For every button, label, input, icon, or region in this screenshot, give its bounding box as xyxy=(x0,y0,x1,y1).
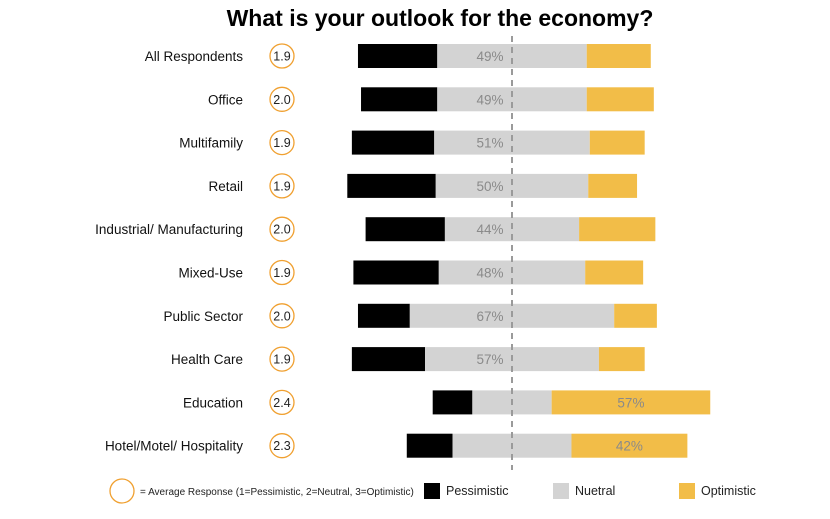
legend-avg-note: = Average Response (1=Pessimistic, 2=Neu… xyxy=(140,487,414,498)
bar-optimistic-retail xyxy=(588,173,638,198)
data-label-hotel-motel-hospitality: 42% xyxy=(616,439,643,454)
avg-circle-multifamily xyxy=(269,129,295,156)
category-label-education: Education xyxy=(183,395,243,410)
avg-value-public-sector: 2.0 xyxy=(273,309,290,323)
bar-pessimistic-all-respondents xyxy=(357,44,438,68)
data-label-multifamily: 51% xyxy=(476,136,503,151)
legend: = Average Response (1=Pessimistic, 2=Neu… xyxy=(109,478,756,504)
avg-value-mixed-use: 1.9 xyxy=(273,266,290,280)
bar-optimistic-mixed-use xyxy=(585,260,644,285)
bar-pessimistic-multifamily xyxy=(351,130,435,155)
bar-optimistic-public-sector xyxy=(614,303,657,328)
avg-value-education: 2.4 xyxy=(273,396,290,410)
avg-circle-mixed-use xyxy=(269,259,295,286)
avg-circle-office xyxy=(269,86,295,112)
legend-label-optimistic: Optimistic xyxy=(701,484,756,498)
category-label-all-respondents: All Respondents xyxy=(145,49,244,64)
data-label-public-sector: 67% xyxy=(476,309,503,324)
avg-circle-hotel-motel-hospitality xyxy=(269,433,295,459)
legend-swatch-nuetral xyxy=(553,483,569,499)
bar-optimistic-office xyxy=(586,87,654,112)
avg-value-all-respondents: 1.9 xyxy=(273,50,290,64)
data-label-retail: 50% xyxy=(476,179,503,194)
avg-circle-all-respondents xyxy=(269,43,295,69)
bar-pessimistic-mixed-use xyxy=(353,260,439,285)
data-label-health-care: 57% xyxy=(476,352,503,367)
legend-avg-circle xyxy=(109,478,135,504)
bar-optimistic-all-respondents xyxy=(586,44,651,68)
legend-label-pessimistic: Pessimistic xyxy=(446,484,509,498)
bar-optimistic-industrial-manufacturing xyxy=(579,217,656,242)
bar-pessimistic-retail xyxy=(347,173,436,198)
bar-pessimistic-health-care xyxy=(351,347,426,372)
bar-pessimistic-hotel-motel-hospitality xyxy=(406,433,453,458)
avg-value-health-care: 1.9 xyxy=(273,353,290,367)
category-label-public-sector: Public Sector xyxy=(163,309,243,324)
avg-circle-public-sector xyxy=(269,303,295,329)
category-label-retail: Retail xyxy=(208,179,243,194)
avg-value-office: 2.0 xyxy=(273,93,290,107)
bar-optimistic-multifamily xyxy=(589,130,645,155)
bar-optimistic-hotel-motel-hospitality xyxy=(571,433,688,458)
bar-optimistic-education xyxy=(551,390,711,415)
bar-pessimistic-education xyxy=(432,390,473,415)
category-label-industrial-manufacturing: Industrial/ Manufacturing xyxy=(95,222,243,237)
category-label-multifamily: Multifamily xyxy=(179,136,243,151)
avg-circle-health-care xyxy=(269,346,295,372)
data-label-office: 49% xyxy=(476,92,503,107)
chart-rows: All Respondents 1.9 49% Office 2.0 49% Multifa… xyxy=(95,43,711,459)
category-label-health-care: Health Care xyxy=(171,352,243,367)
data-label-industrial-manufacturing: 44% xyxy=(476,222,503,237)
category-label-office: Office xyxy=(208,92,243,107)
avg-value-multifamily: 1.9 xyxy=(273,136,290,150)
legend-label-nuetral: Nuetral xyxy=(575,484,615,498)
bar-pessimistic-office xyxy=(361,87,438,112)
avg-circle-industrial-manufacturing xyxy=(269,216,295,242)
avg-value-hotel-motel-hospitality: 2.3 xyxy=(273,439,290,453)
avg-value-retail: 1.9 xyxy=(273,179,290,193)
bar-pessimistic-public-sector xyxy=(357,303,410,328)
category-label-hotel-motel-hospitality: Hotel/Motel/ Hospitality xyxy=(105,439,243,454)
data-label-mixed-use: 48% xyxy=(476,266,503,281)
bar-optimistic-health-care xyxy=(598,347,645,372)
avg-circle-education xyxy=(269,389,295,416)
legend-swatch-optimistic xyxy=(679,483,695,499)
chart-title: What is your outlook for the economy? xyxy=(227,5,654,31)
data-label-education: 57% xyxy=(617,395,644,410)
category-label-mixed-use: Mixed-Use xyxy=(178,266,243,281)
data-label-all-respondents: 49% xyxy=(476,49,503,64)
avg-circle-retail xyxy=(269,173,295,199)
legend-swatch-pessimistic xyxy=(424,483,440,499)
bar-pessimistic-industrial-manufacturing xyxy=(365,217,445,242)
avg-value-industrial-manufacturing: 2.0 xyxy=(273,223,290,237)
